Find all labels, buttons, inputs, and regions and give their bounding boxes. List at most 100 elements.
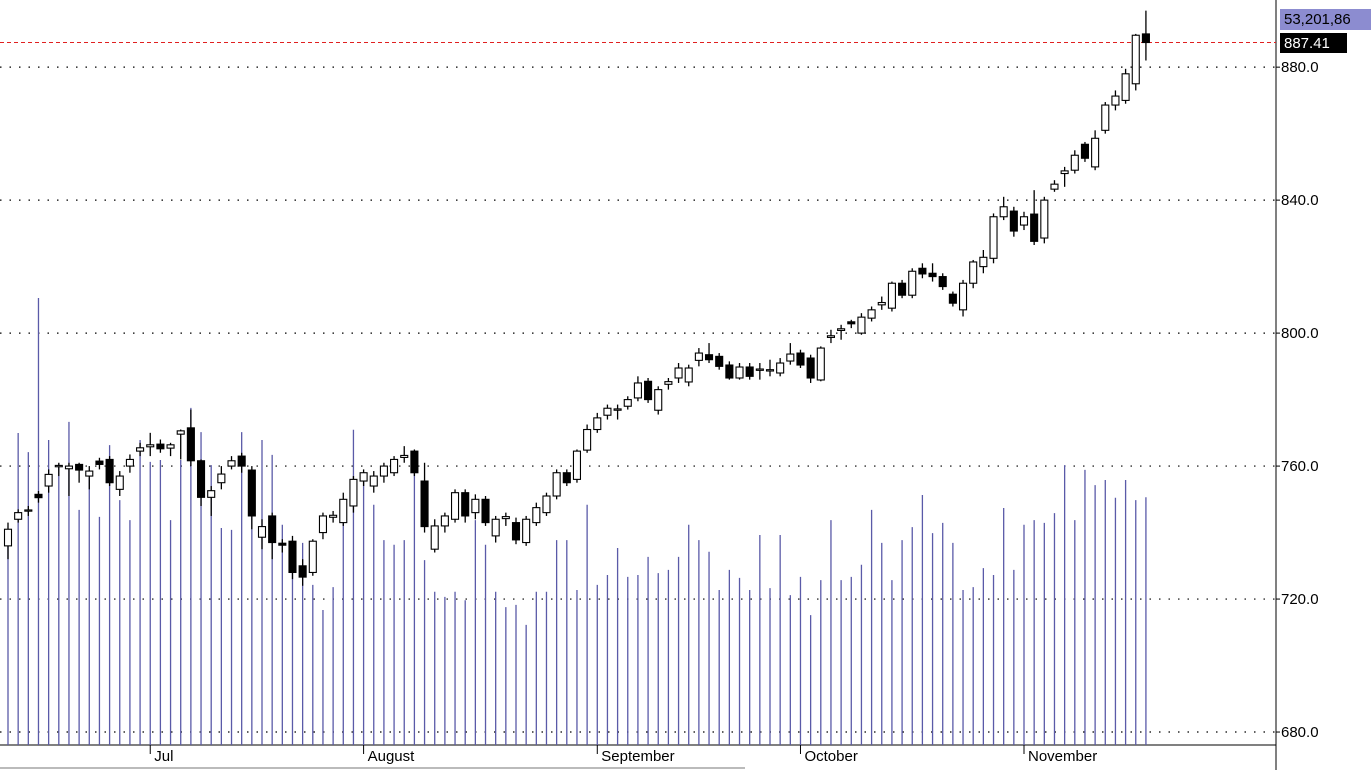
candle-body [623,399,632,407]
candle-body [1040,199,1049,239]
candle-body [664,381,673,385]
candle-body [24,509,33,512]
volume-label: 53,201,86 [1284,11,1351,28]
candle-body [85,470,94,477]
candle-body [339,498,348,524]
candle-body [14,512,23,520]
candle-body [217,473,226,484]
candle-body [136,447,145,452]
candle-body [95,460,104,465]
candle-body [633,382,642,399]
candle-body [420,480,429,528]
candle-body [146,444,155,448]
candle-body [54,464,63,468]
candle-body [603,407,612,416]
candle-body [329,514,338,518]
x-tick-label: November [1028,748,1097,765]
candle-body [979,256,988,268]
candle-body [75,463,84,471]
x-tick-label: August [368,748,416,765]
candle-body [115,475,124,490]
candle-body [715,355,724,367]
candle-body [654,389,663,411]
y-tick-label: 720.0 [1281,591,1319,608]
candle-body [765,369,775,372]
candle-body [288,540,297,574]
candle-body [898,282,907,296]
candle-body [989,216,998,259]
candle-body [247,469,256,517]
candle-body [572,450,582,480]
candle-body [918,267,927,275]
candle-body [227,460,236,467]
y-tick-label: 680.0 [1281,724,1319,741]
y-tick-label: 800.0 [1281,325,1319,342]
candle-body [471,498,480,514]
candle-body [1080,143,1090,159]
candle-body [776,362,785,374]
x-tick-label: September [601,748,674,765]
candle-body [390,458,399,474]
candle-body [887,282,896,309]
candle-body [745,366,754,377]
candle-body [816,347,825,381]
candle-body [857,316,866,334]
candle-body [379,465,388,477]
candle-body [1111,95,1120,106]
candle-body [461,492,470,517]
candle-body [1060,170,1069,175]
candle-body [969,261,978,284]
candle-body [34,493,43,499]
candle-body [105,458,114,484]
candle-body [44,473,53,487]
candle-body [450,492,460,520]
candle-body [268,515,277,544]
candle-body [532,507,541,524]
candle-body [522,518,531,544]
candle-body [491,518,500,537]
candle-body [1009,210,1018,232]
candle-body [735,366,744,379]
candle-body [613,408,622,411]
candle-body [156,443,165,450]
candle-body [1050,183,1059,190]
x-tick-label: October [804,748,857,765]
candle-body [1121,73,1130,101]
y-tick-label: 760.0 [1281,458,1319,475]
candle-body [542,495,551,514]
x-tick-label: Jul [154,748,173,765]
candle-body [176,430,185,435]
candle-body [796,352,805,366]
candle-body [359,472,368,482]
candle-body [684,367,693,383]
candle-body [125,458,134,467]
candle-body [430,525,439,550]
candle-body [237,455,246,467]
candle-body [704,354,714,361]
candle-body [552,472,561,497]
candle-body [166,444,175,449]
candle-body [593,417,602,431]
candle-body [207,490,216,498]
candle-body [410,450,419,474]
candle-body [999,206,1008,218]
candle-body [847,321,856,325]
candle-body [501,516,510,520]
candle-body [511,522,521,541]
candle-body [196,460,206,498]
candle-body [1131,34,1140,85]
candle-body [369,475,378,487]
candle-body [257,526,267,538]
last-price-label: 887.41 [1284,35,1330,52]
candle-body [948,293,957,304]
candle-body [1091,137,1100,168]
candle-body [694,352,703,361]
candle-body [674,367,683,379]
candle-body [64,465,74,470]
candle-body [1019,216,1029,226]
candle-body [298,565,307,578]
last-price-box [1280,33,1347,53]
candle-body [562,472,571,484]
candle-body [786,353,795,362]
candle-body [958,282,968,311]
